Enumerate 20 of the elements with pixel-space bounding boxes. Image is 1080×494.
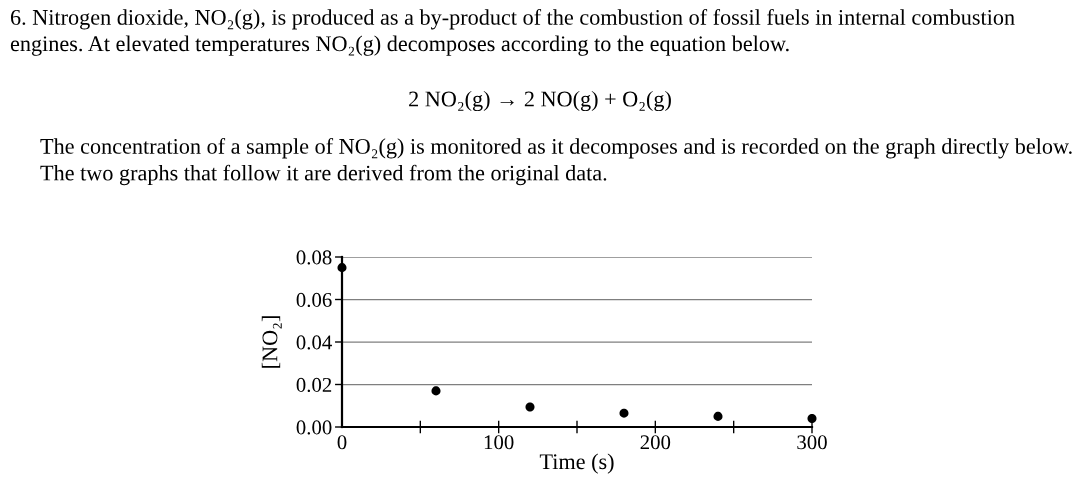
y-tick-label: 0.02	[296, 377, 332, 393]
x-axis-title: Time (s)	[539, 453, 614, 474]
y-tick-label: 0.00	[296, 420, 332, 435]
y-axis-title: [NO₂]	[261, 316, 282, 368]
x-tick-label: 200	[640, 435, 671, 450]
point	[337, 263, 347, 273]
x-tick-label: 300	[797, 435, 827, 450]
text: The concentration of a sample of NO₂(g) is monitored as it decomposes and is recorded on the graph directly below. The two graphs that follow it are derived from the original data.	[40, 138, 1072, 186]
point	[431, 386, 441, 396]
chart-title: 6. Nitrogen dioxide, NO₂(g), is produced as a by-product of the combustion of fossil fuels in internal combustion engines. At elevated temperatures NO₂(g) decomposes according to the equation below.	[10, 9, 1015, 56]
y-tick-label: 0.08	[296, 250, 332, 265]
point	[525, 402, 535, 412]
point	[713, 411, 723, 421]
chart-subtitle: 2 NO₂(g) → 2 NO(g) + O₂(g)	[409, 90, 671, 112]
y-tick-label: 0.06	[296, 292, 332, 308]
x-tick-label: 0	[337, 435, 347, 450]
point	[807, 414, 817, 423]
point	[619, 408, 629, 418]
y-tick-label: 0.04	[296, 335, 332, 350]
x-tick-label: 100	[484, 435, 514, 450]
